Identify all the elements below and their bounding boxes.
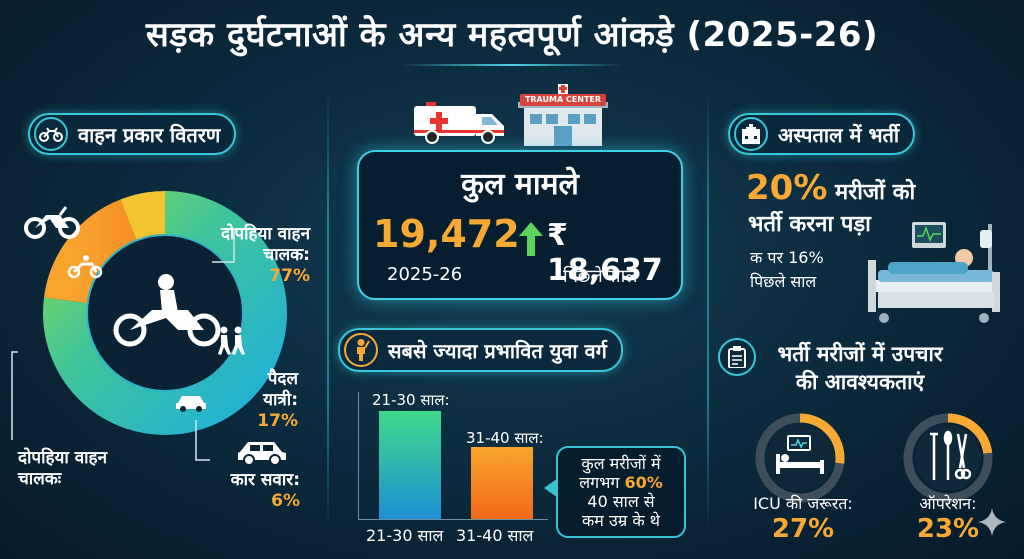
treatment-header-line1: भर्ती मरीजों में उपचार: [777, 342, 943, 366]
donut-slice-car: [43, 191, 287, 435]
pct-two-wheeler: 77%: [269, 266, 310, 286]
operation-pct: 23%: [916, 514, 980, 544]
callout-line3: 40 साल से: [587, 492, 655, 511]
hospital-line1-suffix: मरीजों को: [827, 180, 916, 205]
up-arrow-icon: [519, 222, 543, 256]
hospital-line4: पिछले साल: [750, 272, 817, 291]
current-year-label: 2025-26: [387, 264, 463, 285]
hospital-line1: 20% मरीजों को: [746, 168, 915, 208]
callout-line2: लगभग 60%: [566, 473, 676, 492]
callout-line2-prefix: लगभग: [579, 473, 625, 492]
icu-label: ICU की जरूरत:: [753, 494, 853, 513]
pct-car: 6%: [271, 491, 300, 511]
hospital-section-title: अस्पताल में भर्ती: [778, 122, 900, 147]
previous-cases-value: ₹ 18,637: [547, 218, 663, 288]
operation-label: ऑपरेशन:: [919, 494, 977, 513]
clipboard-icon-wrap: [718, 338, 758, 378]
total-cases-title: कुल मामले: [461, 167, 579, 202]
label-two-wheeler-text: दोपहिया वाहन चालक:: [220, 224, 310, 265]
label-car-text: कार सवार:: [230, 470, 300, 490]
clipboard-icon: [718, 338, 756, 376]
operation-ring: [903, 413, 993, 503]
motorcycle-icon: [34, 117, 68, 151]
vehicle-section-title: वाहन प्रकार वितरण: [78, 122, 221, 147]
page-title: सड़क दुर्घटनाओं के अन्य महत्वपूर्ण आंकड़…: [145, 15, 879, 55]
title-underline: [400, 64, 624, 66]
bar-31-40: [471, 447, 533, 519]
hospital-icon: [734, 117, 768, 151]
vehicle-section-header: वाहन प्रकार वितरण: [28, 113, 237, 155]
divider-right: [707, 90, 709, 530]
hospital-line3: क पर 16%: [750, 248, 824, 267]
bar1-top-label: 21-30 साल:: [372, 391, 450, 409]
label-bottom-two-wheeler: दोपहिया वाहन चालकः: [18, 448, 108, 489]
person-icon: [344, 333, 378, 367]
hospital-line2: भर्ती करना पड़ा: [748, 212, 871, 237]
callout-line4: कम उम्र के थे: [582, 511, 660, 530]
leader-lines: [11, 228, 235, 461]
youth-callout: कुल मरीजों में लगभग 60% 40 साल से कम उम्…: [556, 446, 686, 538]
bar2-axis-label: 31-40 साल: [456, 526, 534, 545]
previous-year-label: पिछले साल: [563, 266, 638, 287]
label-car: कार सवार: 6%: [200, 470, 300, 512]
car-small-icon: [176, 396, 206, 412]
icu-ring-arc: [755, 413, 845, 503]
callout-pct: 60%: [624, 473, 663, 492]
trauma-center-sign: TRAUMA CENTER: [524, 95, 602, 104]
youth-section-header: सबसे ज्यादा प्रभावित युवा वर्ग: [338, 328, 623, 372]
pct-pedestrian: 17%: [257, 411, 298, 431]
pedestrian-icon: [218, 326, 245, 355]
divider-left: [327, 90, 329, 530]
total-cases-card: कुल मामले 19,472 ₹ 18,637 2025-26 पिछले …: [357, 150, 683, 300]
surgical-tools-icon: [930, 430, 972, 480]
hospital-building-icon: [518, 84, 608, 146]
treatment-header-line2: की आवश्यकताएं: [795, 370, 925, 394]
icu-ring: [755, 413, 845, 503]
label-two-wheeler: दोपहिया वाहन चालक: 77%: [220, 224, 310, 287]
callout-pointer: [544, 478, 558, 498]
bar1-axis-label: 21-30 साल: [366, 526, 444, 545]
hospital-bed-icon: [868, 222, 1000, 323]
current-cases-value: 19,472: [373, 212, 520, 256]
treatment-section-header: भर्ती मरीजों में उपचार की आवश्यकताएं: [762, 340, 958, 396]
youth-bar-chart: [358, 392, 548, 520]
motorcycle-large-icon: [24, 206, 80, 239]
operation-ring-arc: [903, 413, 993, 503]
bar2-top-label: 31-40 साल:: [466, 429, 544, 447]
scooter-icon: [67, 255, 103, 279]
label-pedestrian: पैदल यात्री: 17%: [220, 369, 298, 432]
rider-icon: [113, 274, 221, 347]
callout-line1: कुल मरीजों में: [581, 454, 661, 473]
ambulance-icon: [414, 102, 504, 144]
icu-bed-icon: [776, 435, 824, 474]
hospital-section-header: अस्पताल में भर्ती: [728, 113, 916, 155]
label-pedestrian-text: पैदल यात्री:: [263, 369, 298, 410]
hospital-pct: 20%: [746, 168, 828, 208]
sparkle-icon: [978, 508, 1006, 536]
car-icon: [238, 442, 286, 466]
icu-pct: 27%: [771, 514, 835, 544]
youth-section-title: सबसे ज्यादा प्रभावित युवा वर्ग: [388, 338, 607, 363]
bar-21-30: [379, 411, 441, 519]
vehicle-donut-chart: [43, 191, 287, 435]
